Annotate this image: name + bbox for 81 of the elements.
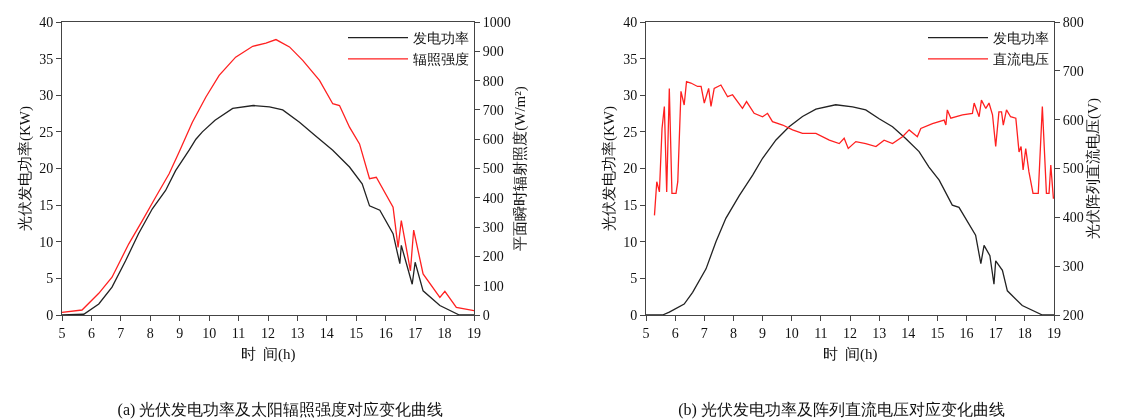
x-tick-label: 14 xyxy=(319,325,334,341)
y2-tick-label: 200 xyxy=(482,249,504,265)
y2-tick-label: 900 xyxy=(482,44,504,60)
y-tick-label: 35 xyxy=(623,51,638,67)
y-tick-label: 30 xyxy=(39,88,54,104)
y-tick-label: 40 xyxy=(39,14,54,30)
x-tick-label: 7 xyxy=(117,325,125,341)
x-tick-label: 14 xyxy=(901,325,916,341)
y-tick-label: 20 xyxy=(623,161,638,177)
y-tick-label: 25 xyxy=(623,124,638,140)
x-tick-label: 13 xyxy=(290,325,305,341)
x-tick-label: 11 xyxy=(814,325,828,341)
legend-label: 辐照强度 xyxy=(413,52,469,68)
line-series xyxy=(62,104,474,315)
y-tick-label: 30 xyxy=(623,88,638,104)
text: (b) 光伏发电功率及阵列直流电压对应变化曲线 xyxy=(678,400,1005,419)
x-tick-label: 19 xyxy=(1047,325,1061,341)
x-axis-title: 时 间(h) xyxy=(240,345,296,363)
x-tick-label: 16 xyxy=(959,325,974,341)
y-tick-label: 5 xyxy=(46,271,54,287)
y2-tick-label: 600 xyxy=(482,132,504,148)
y2-tick-label: 300 xyxy=(482,220,504,235)
y-tick-label: 40 xyxy=(623,14,638,30)
x-tick-label: 10 xyxy=(784,325,799,341)
y-tick-label: 5 xyxy=(630,271,638,287)
x-tick-label: 7 xyxy=(700,325,708,341)
y2-tick-label: 400 xyxy=(1062,210,1084,226)
y2-tick-label: 200 xyxy=(1062,307,1084,323)
y2-tick-label: 500 xyxy=(1062,161,1084,177)
y-tick-label: 0 xyxy=(46,307,54,323)
x-tick-label: 16 xyxy=(378,325,393,341)
y-axis-title: 光伏发电功率(KW) xyxy=(601,106,619,231)
x-tick-label: 12 xyxy=(843,325,857,341)
y2-tick-label: 500 xyxy=(482,161,504,177)
y2-tick-label: 0 xyxy=(482,307,490,323)
x-tick-label: 6 xyxy=(87,325,95,341)
x-tick-label: 6 xyxy=(671,325,679,341)
y-tick-label: 15 xyxy=(39,198,54,214)
x-tick-label: 19 xyxy=(467,325,481,341)
x-tick-label: 9 xyxy=(176,325,184,341)
legend-label: 发电功率 xyxy=(993,31,1049,47)
x-tick-label: 11 xyxy=(231,325,246,341)
y-tick-label: 35 xyxy=(39,51,54,67)
x-tick-label: 9 xyxy=(759,325,767,341)
y2-tick-label: 700 xyxy=(1062,63,1084,79)
x-axis-title: 时 间(h) xyxy=(822,345,878,363)
y2-tick-label: 400 xyxy=(482,190,504,206)
y-tick-label: 15 xyxy=(623,198,638,214)
y2-tick-label: 600 xyxy=(1062,112,1084,128)
x-tick-label: 18 xyxy=(437,325,452,341)
y2-tick-label: 700 xyxy=(482,102,504,118)
x-tick-label: 8 xyxy=(729,325,737,341)
y2-axis-title: 平面瞬时辐射照度(W/m²) xyxy=(511,86,529,251)
y-tick-label: 25 xyxy=(39,124,54,140)
x-tick-label: 5 xyxy=(58,325,66,341)
y2-axis-title: 光伏阵列直流电压(V) xyxy=(1084,98,1102,239)
y-tick-label: 10 xyxy=(623,234,638,250)
x-tick-label: 8 xyxy=(146,325,154,341)
y2-tick-label: 300 xyxy=(1062,259,1084,275)
line-series xyxy=(653,80,1054,217)
x-tick-label: 17 xyxy=(988,325,1003,341)
x-tick-label: 18 xyxy=(1017,325,1032,341)
x-tick-label: 12 xyxy=(261,325,275,341)
y2-tick-label: 1000 xyxy=(482,14,511,30)
x-tick-label: 15 xyxy=(930,325,945,341)
y-axis-title: 光伏发电功率(KW) xyxy=(17,106,35,231)
y-tick-label: 10 xyxy=(39,234,54,250)
y-tick-label: 0 xyxy=(630,307,638,323)
x-tick-label: 10 xyxy=(202,325,217,341)
text: (a) 光伏发电功率及太阳辐照强度对应变化曲线 xyxy=(117,400,444,419)
y2-tick-label: 800 xyxy=(482,73,504,89)
x-tick-label: 17 xyxy=(408,325,423,341)
legend-label: 直流电压 xyxy=(993,52,1049,68)
legend-label: 发电功率 xyxy=(413,31,469,47)
y2-tick-label: 800 xyxy=(1062,14,1084,30)
x-tick-label: 15 xyxy=(349,325,364,341)
y2-tick-label: 100 xyxy=(482,278,504,294)
x-tick-label: 5 xyxy=(642,325,650,341)
y-tick-label: 20 xyxy=(39,161,54,177)
x-tick-label: 13 xyxy=(872,325,887,341)
line-series xyxy=(646,104,1054,315)
